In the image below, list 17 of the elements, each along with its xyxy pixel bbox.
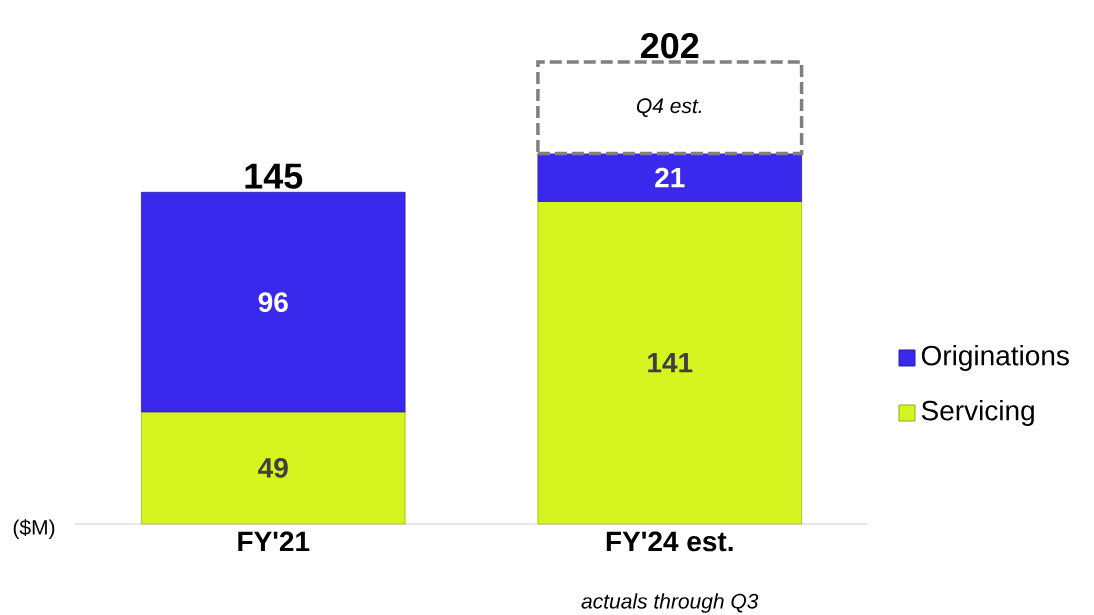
bar bbox=[537, 201, 802, 525]
data-label: 96 bbox=[258, 292, 288, 313]
data-label: 141 bbox=[648, 353, 693, 373]
x-tick-label: FY'21 bbox=[238, 531, 310, 552]
total-label: 145 bbox=[245, 163, 303, 189]
total-label: 202 bbox=[640, 32, 699, 59]
text: ($M) bbox=[13, 519, 55, 539]
text: actuals through Q3 bbox=[581, 593, 759, 613]
data-label: 49 bbox=[258, 458, 288, 478]
x-tick-label: FY'24 est. bbox=[606, 531, 733, 552]
bar bbox=[141, 191, 406, 413]
legend-label: Servicing bbox=[921, 399, 1034, 427]
series-label: Q4 est. bbox=[636, 98, 702, 117]
bar bbox=[141, 411, 406, 525]
legend-label: Originations bbox=[921, 344, 1069, 372]
data-label: 21 bbox=[655, 167, 685, 188]
bar bbox=[537, 153, 802, 202]
